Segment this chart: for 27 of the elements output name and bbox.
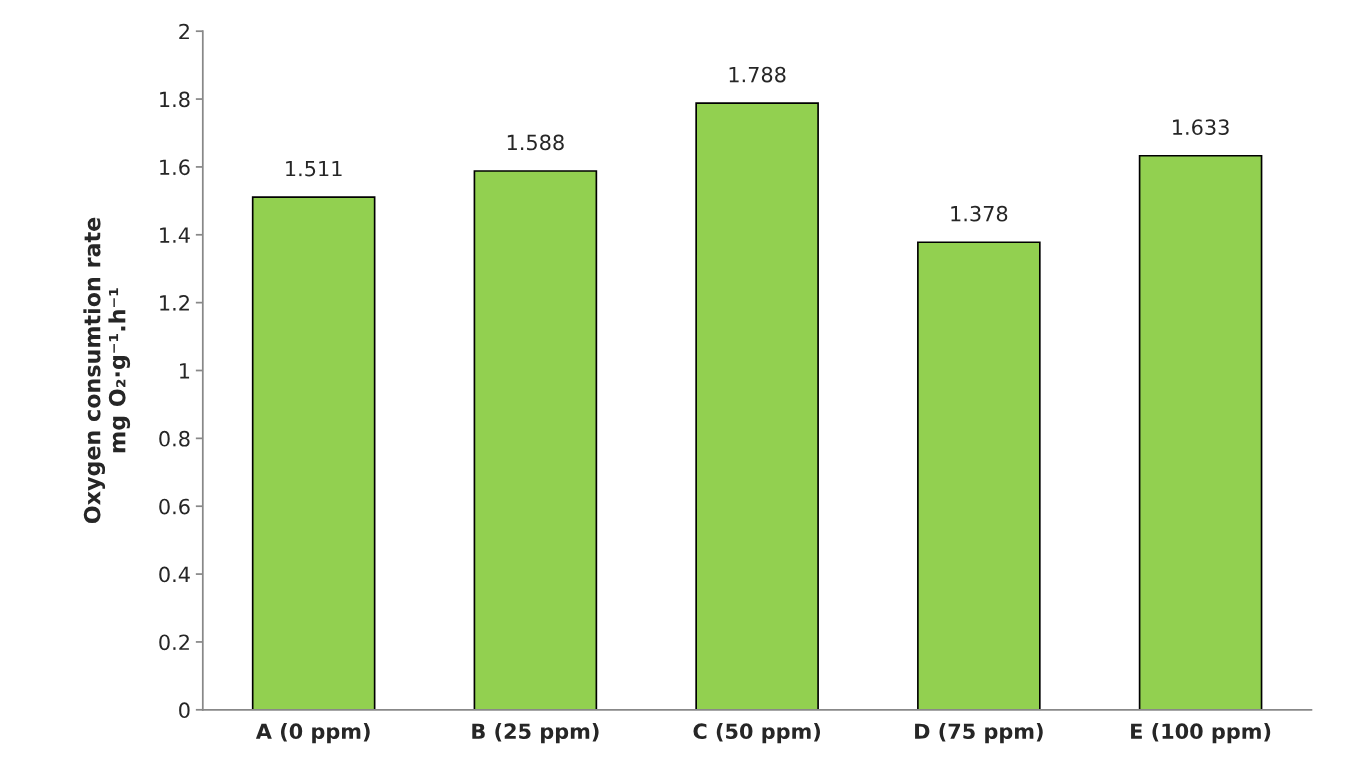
y-tick-label: 0.4	[159, 566, 190, 583]
x-tick-label: E (100 ppm)	[1131, 723, 1271, 744]
bar	[251, 196, 376, 710]
x-tick-label: D (75 ppm)	[915, 723, 1043, 744]
y-tick-label: 0	[179, 702, 190, 719]
y-tick-label: 1.2	[160, 295, 189, 311]
data-label: 1.511	[286, 160, 342, 177]
x-tick-label: B (25 ppm)	[472, 723, 599, 744]
data-label: 1.378	[951, 205, 1008, 222]
y-tick-label: 0.6	[159, 498, 190, 515]
x-tick-label: A (0 ppm)	[255, 723, 370, 744]
y-tick-label: 1.4	[160, 227, 190, 243]
data-label: 1.788	[729, 66, 786, 83]
y-axis-title: Oxygen consumtion rate mg O₂·g⁻¹.h⁻¹	[83, 217, 131, 524]
y-tick-label: 1.8	[160, 91, 190, 108]
y-tick-label: 0.2	[159, 634, 189, 651]
data-label: 1.588	[507, 134, 564, 151]
y-tick-label: 0.8	[159, 430, 190, 447]
y-tick-label: 2	[179, 23, 189, 40]
bar	[917, 241, 1041, 710]
bar	[695, 102, 819, 710]
y-tick-label: 1.6	[160, 159, 190, 176]
y-tick-label: 1	[180, 363, 190, 379]
x-tick-label: C (50 ppm)	[693, 723, 821, 744]
data-label: 1.633	[1173, 119, 1229, 136]
bar	[473, 170, 598, 710]
bar	[1138, 154, 1263, 710]
